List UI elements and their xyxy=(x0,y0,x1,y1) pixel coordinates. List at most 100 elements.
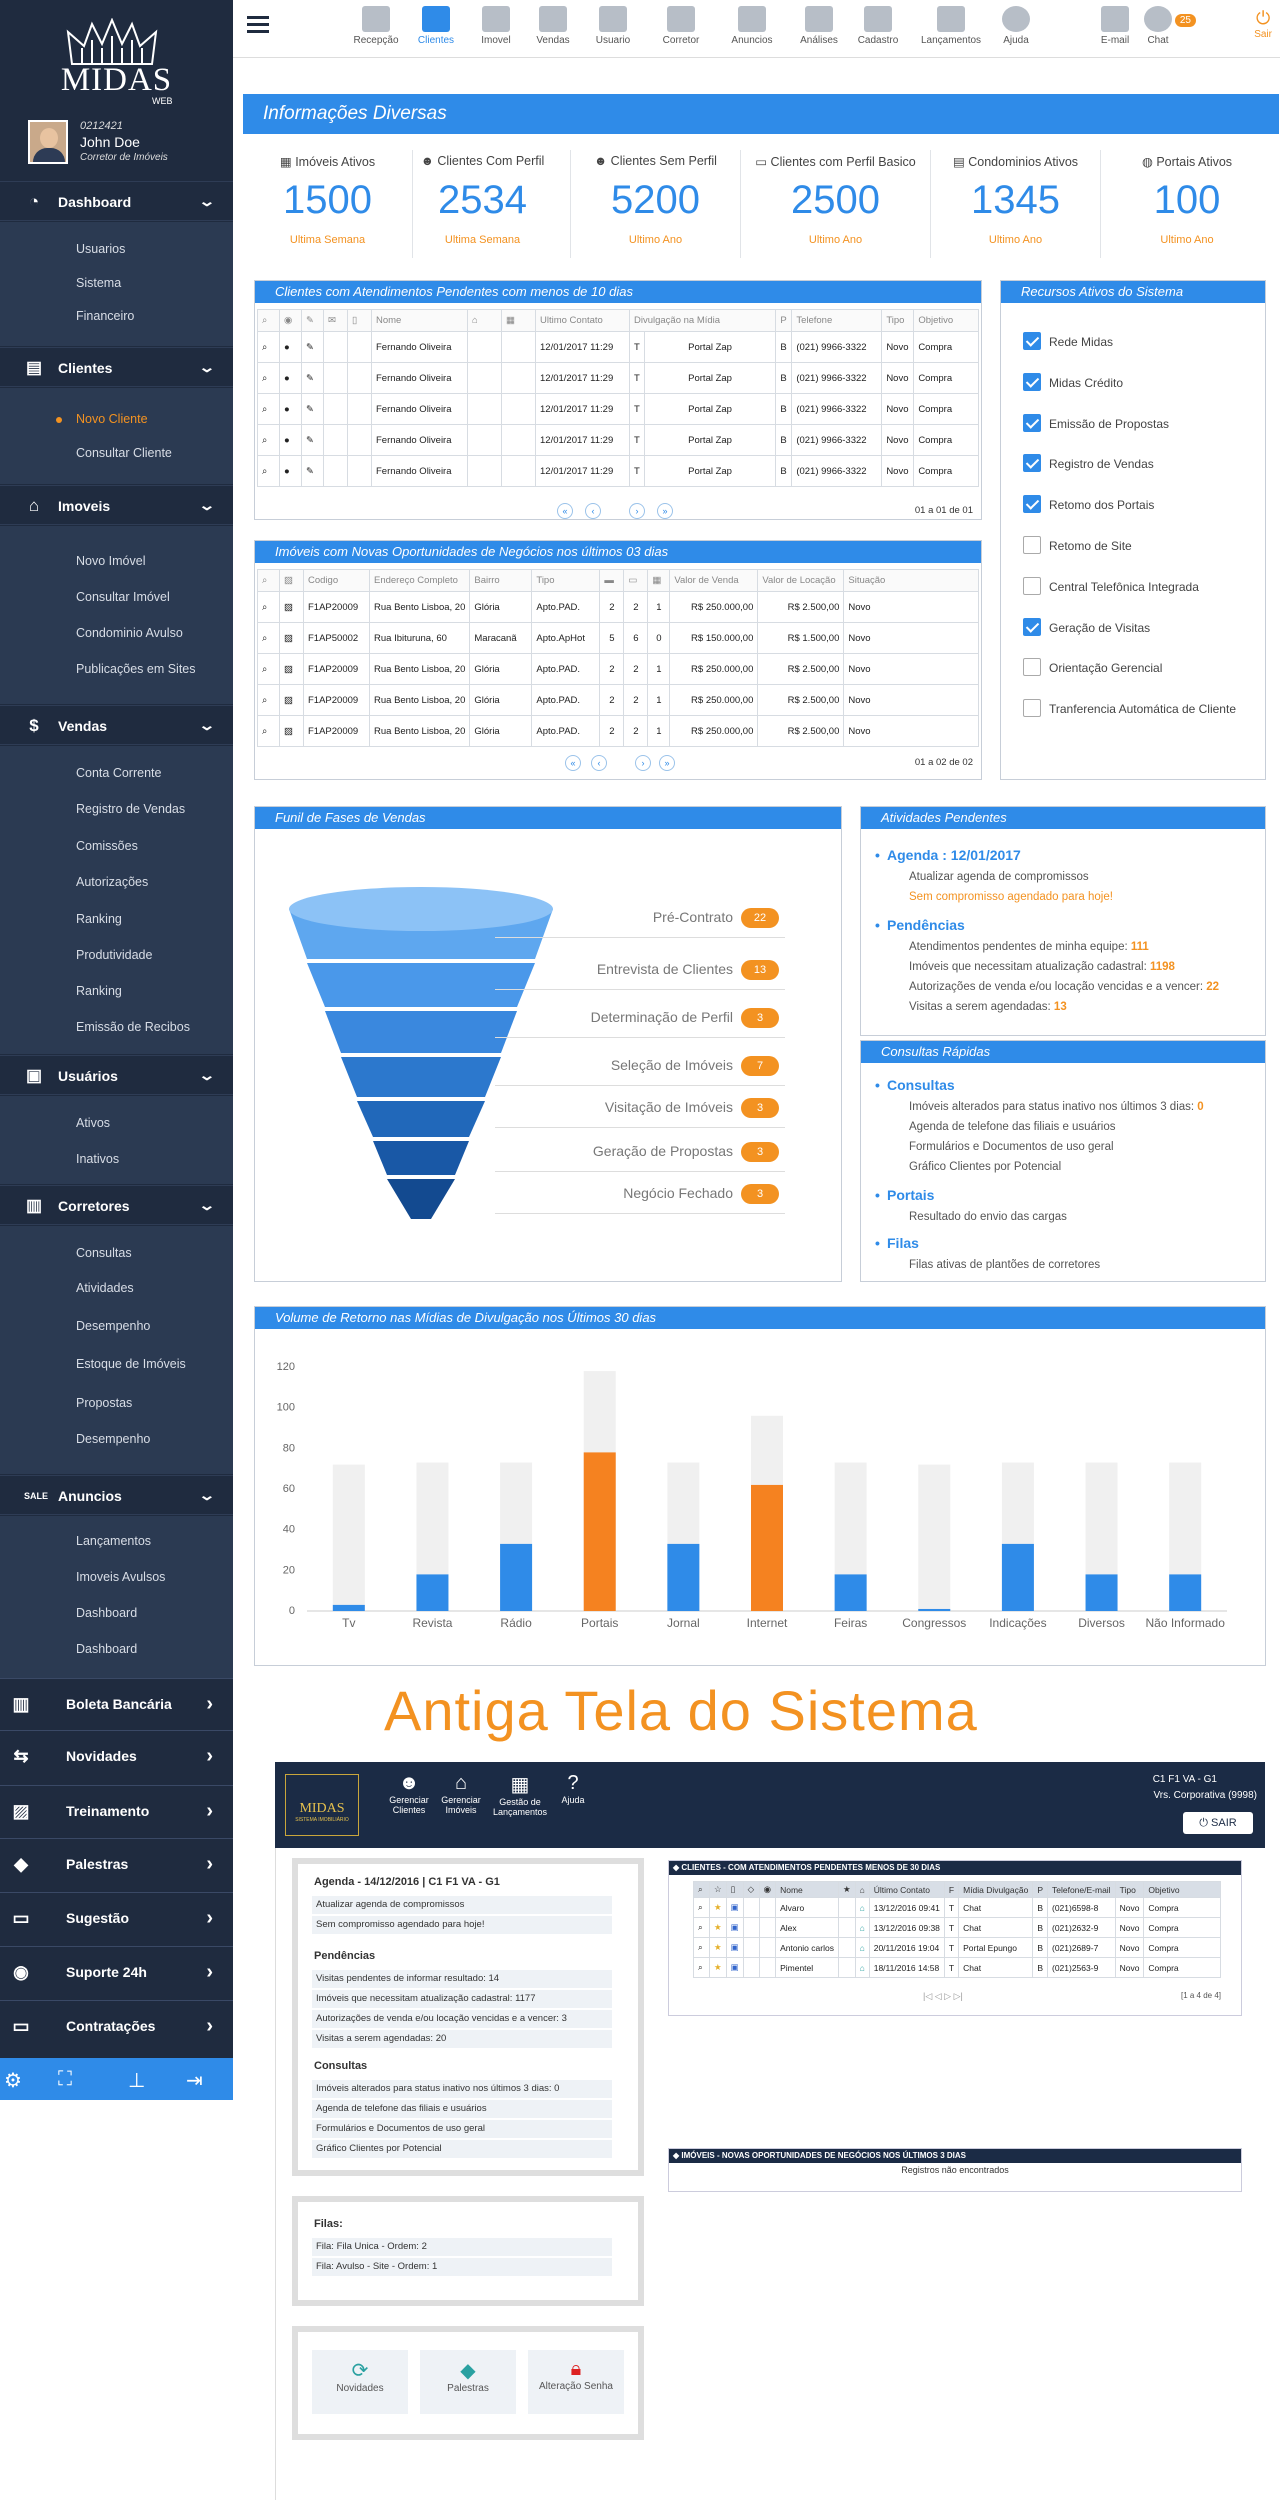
sidebar-contratacoes[interactable]: ▭ Contratações › xyxy=(0,2000,233,2050)
star-icon[interactable]: ★ xyxy=(709,1957,727,1978)
col-situacao[interactable]: Situação xyxy=(843,569,979,592)
consulta-item[interactable]: Agenda de telefone das filiais e usuário… xyxy=(909,1121,1116,1133)
old-pend-item[interactable]: Autorizações de venda e/ou locação venci… xyxy=(312,2010,612,2028)
hamburger-menu-icon[interactable] xyxy=(247,16,269,36)
photos-icon[interactable]: ▨ xyxy=(279,591,304,623)
sidebar-section-imoveis[interactable]: ⌂ Imoveis ⌄ xyxy=(0,485,233,525)
edit-icon[interactable]: ✎ xyxy=(301,455,324,487)
bar[interactable] xyxy=(332,1604,365,1611)
toolbar-cadastro[interactable]: Cadastro xyxy=(848,6,908,56)
sidebar-treinamento[interactable]: ▨ Treinamento › xyxy=(0,1785,233,1835)
pendencia-item[interactable]: Autorizações de venda e/ou locação venci… xyxy=(909,981,1219,993)
old-cons-item[interactable]: Gráfico Clientes por Potencial xyxy=(312,2140,612,2158)
table-row[interactable]: ⌕ ▨ F1AP20009 Rua Bento Lisboa, 20 Glória Apt… xyxy=(257,684,979,716)
sidebar-section-corretores[interactable]: ▥ Corretores ⌄ xyxy=(0,1185,233,1225)
sidebar-item-conta-corrente[interactable]: Conta Corrente xyxy=(76,766,162,780)
recurso-checkbox[interactable] xyxy=(1023,699,1041,718)
star-icon[interactable]: ★ xyxy=(709,1917,727,1938)
old-nav-ajuda[interactable]: ? Ajuda xyxy=(553,1772,593,1805)
recurso-item[interactable]: Central Telefônica Integrada xyxy=(1023,576,1199,595)
check-circle-icon[interactable]: ● xyxy=(279,455,302,487)
col-bairro[interactable]: Bairro xyxy=(469,569,533,592)
sidebar-item-ativos[interactable]: Ativos xyxy=(76,1116,111,1130)
doc-icon[interactable]: ▣ xyxy=(725,1897,744,1918)
old-agenda-item[interactable]: Atualizar agenda de compromissos xyxy=(312,1896,612,1914)
recurso-checkbox[interactable] xyxy=(1023,332,1041,350)
sidebar-item-consultar-imovel[interactable]: Consultar Imóvel xyxy=(76,590,170,604)
recurso-item[interactable]: Retomo de Site xyxy=(1023,536,1132,554)
sitemap-icon[interactable]: ⊥ xyxy=(128,2070,146,2092)
sidebar-section-vendas[interactable]: $ Vendas ⌄ xyxy=(0,705,233,745)
table-row[interactable]: ⌕ ● ✎ Fernando Oliveira 12/01/2017 11:29 T Por… xyxy=(257,331,979,363)
portais-item[interactable]: Resultado do envio das cargas xyxy=(909,1211,1067,1223)
old-tile-senha[interactable]: 🔒︎ Alteração Senha xyxy=(528,2350,624,2414)
old-col-tel[interactable]: Telefone/E-mail xyxy=(1046,1881,1116,1898)
toolbar-usuario[interactable]: Usuario xyxy=(583,6,643,56)
table-row[interactable]: ⌕ ● ✎ Fernando Oliveira 12/01/2017 11:29 T Por… xyxy=(257,455,979,487)
search-icon[interactable]: ⌕ xyxy=(257,591,280,623)
sidebar-item-financeiro[interactable]: Financeiro xyxy=(76,309,135,323)
sair-button[interactable]: ⏻ Sair xyxy=(1254,8,1272,40)
check-circle-icon[interactable]: ● xyxy=(279,331,302,363)
photos-icon[interactable]: ▨ xyxy=(279,715,304,747)
consulta-item[interactable]: Formulários e Documentos de uso geral xyxy=(909,1141,1114,1153)
old-nav-clientes[interactable]: ☻ Gerenciar Clientes xyxy=(387,1772,431,1815)
col-valor-venda[interactable]: Valor de Venda xyxy=(669,569,759,592)
pager-next-icon[interactable]: › xyxy=(629,503,645,519)
doc-icon[interactable]: ▣ xyxy=(725,1917,744,1938)
toolbar-clientes[interactable]: Clientes xyxy=(406,6,466,56)
old-col-tipo[interactable]: Tipo xyxy=(1114,1881,1145,1898)
sidebar-item-desempenho-2[interactable]: Desempenho xyxy=(76,1432,151,1446)
user-card[interactable]: 0212421 John Doe Corretor de Imóveis xyxy=(28,118,228,166)
toolbar-lancamentos[interactable]: Lançamentos xyxy=(921,6,981,56)
recurso-item[interactable]: Orientação Gerencial xyxy=(1023,658,1162,677)
pager-first-icon[interactable]: « xyxy=(565,755,581,771)
edit-icon[interactable]: ✎ xyxy=(301,362,324,394)
fullscreen-icon[interactable]: ⛶ xyxy=(58,2068,72,2090)
sidebar-item-ranking-2[interactable]: Ranking xyxy=(76,984,122,998)
sidebar-item-desempenho[interactable]: Desempenho xyxy=(76,1319,151,1333)
sidebar-section-clientes[interactable]: ▤ Clientes ⌄ xyxy=(0,347,233,387)
search-icon[interactable]: ⌕ xyxy=(257,653,280,685)
search-icon[interactable]: ⌕ xyxy=(693,1897,710,1918)
sidebar-item-condominio-avulso[interactable]: Condominio Avulso xyxy=(76,626,183,640)
col-midia[interactable]: Divulgação na Mídia xyxy=(628,309,777,332)
old-nav-imoveis[interactable]: ⌂ Gerenciar Imóveis xyxy=(439,1772,483,1815)
recurso-checkbox[interactable] xyxy=(1023,617,1041,636)
sidebar-item-comissoes[interactable]: Comissões xyxy=(76,839,138,853)
old-pend-item[interactable]: Visitas pendentes de informar resultado:… xyxy=(312,1970,612,1988)
search-icon[interactable]: ⌕ xyxy=(257,393,280,425)
old-pend-item[interactable]: Visitas a serem agendadas: 20 xyxy=(312,2030,612,2048)
pager-prev-icon[interactable]: ‹ xyxy=(591,755,607,771)
old-pager-icons[interactable]: |◁ ◁ ▷ ▷| xyxy=(923,1991,963,2001)
old-pend-item[interactable]: Imóveis que necessitam atualização cadas… xyxy=(312,1990,612,2008)
sidebar-item-consultas[interactable]: Consultas xyxy=(76,1246,132,1260)
sidebar-section-usuarios[interactable]: ▣ Usuários ⌄ xyxy=(0,1055,233,1095)
doc-icon[interactable]: ▣ xyxy=(725,1957,744,1978)
photos-icon[interactable]: ▨ xyxy=(279,653,304,685)
col-tipo[interactable]: Tipo xyxy=(531,569,601,592)
sidebar-item-estoque[interactable]: Estoque de Imóveis xyxy=(76,1357,186,1371)
pager-last-icon[interactable]: » xyxy=(659,755,675,771)
toolbar-imovel[interactable]: Imovel xyxy=(466,6,526,56)
col-nome[interactable]: Nome xyxy=(371,309,468,332)
edit-icon[interactable]: ✎ xyxy=(301,331,324,363)
funnel-stage-3[interactable] xyxy=(325,1011,517,1053)
sidebar-item-publicacoes[interactable]: Publicações em Sites xyxy=(76,662,196,676)
sidebar-suporte[interactable]: ◉ Suporte 24h › xyxy=(0,1946,233,1996)
sidebar-palestras[interactable]: ◆ Palestras › xyxy=(0,1838,233,1888)
table-row[interactable]: ⌕ ▨ F1AP20009 Rua Bento Lisboa, 20 Glória Apt… xyxy=(257,653,979,685)
search-icon[interactable]: ⌕ xyxy=(257,362,280,394)
bar[interactable] xyxy=(416,1574,449,1611)
toolbar-ajuda[interactable]: Ajuda xyxy=(986,6,1046,56)
toolbar-chat[interactable]: Chat 25 xyxy=(1128,6,1196,56)
star-icon[interactable]: ★ xyxy=(709,1897,727,1918)
bar[interactable] xyxy=(500,1543,533,1611)
toolbar-vendas[interactable]: Vendas xyxy=(523,6,583,56)
sidebar-item-produtividade[interactable]: Produtividade xyxy=(76,948,153,962)
consulta-item[interactable]: Imóveis alterados para status inativo no… xyxy=(909,1101,1204,1113)
old-tile-palestras[interactable]: ◆ Palestras xyxy=(420,2350,516,2414)
sidebar-item-sistema[interactable]: Sistema xyxy=(76,276,122,290)
bar[interactable] xyxy=(1169,1574,1202,1611)
bar[interactable] xyxy=(1001,1543,1034,1611)
